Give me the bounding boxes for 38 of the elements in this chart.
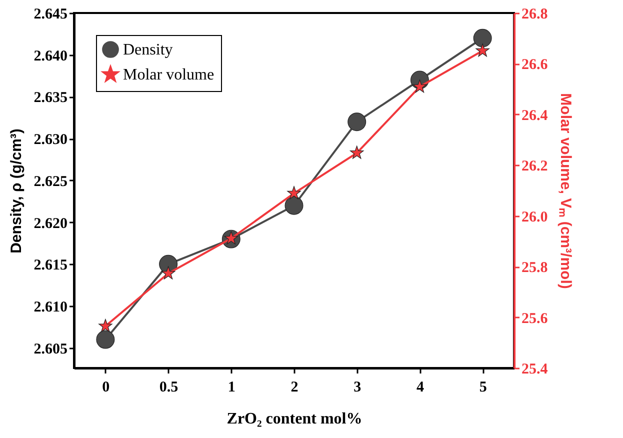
point [161, 266, 176, 280]
x-tick-label: 2 [290, 380, 298, 396]
point [476, 44, 490, 57]
legend-label: Density [123, 42, 173, 58]
y-tick-label: 2.630 [34, 132, 68, 148]
x-tick-label: 3 [354, 380, 362, 396]
x-axis-title: ZrO₂ content mol% [226, 410, 362, 428]
x-tick-label: 4 [416, 380, 424, 396]
y-tick-label: 2.620 [34, 216, 68, 232]
point [96, 330, 115, 349]
y-tick-label: 2.635 [34, 90, 68, 106]
y-tick-label: 2.625 [34, 174, 68, 190]
y2-tick-label: 26.8 [522, 6, 548, 22]
y-tick-label: 2.640 [34, 48, 68, 64]
point [287, 186, 301, 200]
y-tick-label: 2.605 [34, 341, 68, 358]
point [98, 318, 112, 332]
point [284, 196, 304, 215]
point [473, 28, 492, 48]
y2-tick-label: 25.6 [522, 310, 548, 327]
y2-tick-label: 26.2 [522, 158, 548, 175]
y-axis-title: Density, ρ (g/cm³) [8, 128, 25, 254]
point [350, 146, 364, 159]
y2-tick-label: 26.4 [522, 108, 548, 124]
x-tick-label: 0.5 [159, 380, 178, 396]
y2-tick-label: 25.8 [522, 260, 548, 276]
point [348, 112, 366, 132]
y-tick-label: 2.615 [34, 258, 68, 274]
legend-label: Molar volume [123, 66, 214, 84]
y2-tick-label: 26.0 [522, 209, 548, 226]
y2-tick-label: 25.4 [522, 362, 548, 378]
y-tick-label: 2.645 [34, 6, 68, 22]
y-tick-label: 2.610 [34, 300, 68, 316]
y2-axis-title: Molar volume, Vₘ (cm³/mol) [556, 93, 574, 289]
x-tick-label: 0 [102, 380, 110, 396]
x-tick-label: 5 [479, 380, 487, 396]
x-tick-label: 1 [228, 380, 236, 396]
y2-tick-label: 26.6 [522, 57, 548, 74]
